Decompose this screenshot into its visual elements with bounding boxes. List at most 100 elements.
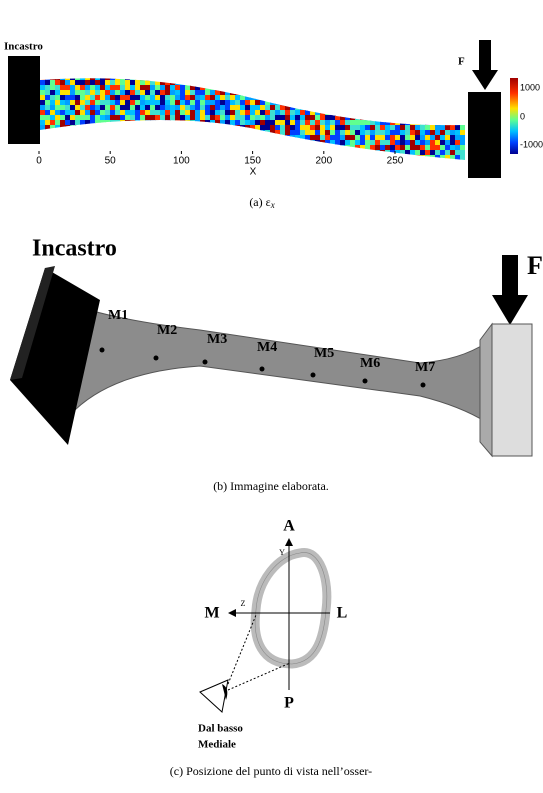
- strain-cell: [450, 150, 456, 156]
- strain-cell: [415, 90, 421, 96]
- strain-cell: [380, 70, 386, 76]
- strain-cell: [140, 105, 146, 111]
- strain-cell: [115, 115, 121, 121]
- strain-cell: [430, 105, 436, 111]
- strain-cell: [90, 85, 96, 91]
- strain-cell: [235, 120, 241, 126]
- strain-cell: [150, 155, 156, 160]
- strain-cell: [445, 105, 451, 111]
- strain-cell: [290, 78, 296, 81]
- strain-cell: [160, 95, 166, 101]
- strain-cell: [395, 115, 401, 121]
- strain-cell: [240, 90, 246, 96]
- strain-cell: [425, 150, 431, 156]
- strain-cell: [200, 80, 206, 86]
- strain-cell: [405, 150, 411, 156]
- strain-cell: [165, 70, 171, 76]
- strain-cell: [50, 145, 56, 151]
- strain-cell: [290, 105, 296, 111]
- strain-cell: [275, 80, 281, 86]
- strain-cell: [300, 80, 306, 86]
- strain-cell: [45, 135, 51, 141]
- strain-cell: [150, 145, 156, 151]
- strain-cell: [65, 150, 71, 156]
- strain-cell: [285, 150, 291, 156]
- strain-cell: [305, 105, 311, 111]
- strain-cell: [110, 105, 116, 111]
- strain-cell: [255, 90, 261, 96]
- strain-cell: [90, 100, 96, 106]
- strain-cell: [165, 150, 171, 156]
- strain-cell: [80, 100, 86, 106]
- load-block: [468, 92, 501, 178]
- strain-cell: [90, 105, 96, 111]
- strain-cell: [460, 100, 465, 106]
- strain-cell: [400, 130, 406, 136]
- strain-cell: [285, 130, 291, 136]
- strain-cell: [365, 115, 371, 121]
- strain-cell: [350, 155, 356, 160]
- strain-cell: [385, 95, 391, 101]
- strain-cell: [440, 70, 446, 76]
- strain-cell: [215, 115, 221, 121]
- strain-cell: [125, 90, 131, 96]
- strain-cell: [285, 160, 291, 166]
- load-block-side: [479, 322, 493, 458]
- strain-cell: [250, 85, 256, 91]
- strain-cell: [255, 120, 261, 126]
- strain-cell: [145, 160, 151, 166]
- strain-cell: [195, 105, 201, 111]
- strain-cell: [75, 135, 81, 141]
- strain-cell: [40, 90, 46, 96]
- strain-cell: [215, 105, 221, 111]
- strain-cell: [65, 155, 71, 160]
- strain-cell: [300, 70, 306, 76]
- strain-cell: [315, 135, 321, 141]
- strain-cell: [50, 100, 56, 106]
- strain-cell: [190, 100, 196, 106]
- strain-cell: [175, 100, 181, 106]
- strain-cell: [175, 70, 181, 76]
- strain-cell: [340, 155, 346, 160]
- strain-cell: [410, 150, 416, 156]
- strain-cell: [380, 110, 386, 116]
- strain-cell: [285, 100, 291, 106]
- strain-cell: [315, 85, 321, 91]
- strain-cell: [380, 160, 386, 166]
- strain-cell: [70, 78, 76, 81]
- strain-cell: [420, 105, 426, 111]
- strain-cell: [70, 145, 76, 151]
- strain-cell: [240, 95, 246, 101]
- strain-cell: [145, 125, 151, 131]
- strain-cell: [175, 105, 181, 111]
- strain-cell: [355, 150, 361, 156]
- strain-cell: [110, 80, 116, 86]
- strain-cell: [240, 145, 246, 151]
- strain-cell: [460, 155, 465, 160]
- strain-cell: [430, 70, 436, 76]
- strain-cell: [460, 78, 465, 81]
- strain-cell: [320, 115, 326, 121]
- strain-cell: [40, 130, 46, 136]
- strain-cell: [455, 110, 461, 116]
- strain-cell: [155, 110, 161, 116]
- strain-cell: [445, 150, 451, 156]
- strain-cell: [195, 95, 201, 101]
- strain-cell: [135, 140, 141, 146]
- strain-cell: [215, 70, 221, 76]
- strain-cell: [45, 110, 51, 116]
- strain-cell: [70, 95, 76, 101]
- strain-cell: [190, 80, 196, 86]
- strain-cell: [440, 125, 446, 131]
- strain-cell: [100, 110, 106, 116]
- strain-cell: [360, 95, 366, 101]
- strain-cell: [345, 125, 351, 131]
- strain-cell: [455, 150, 461, 156]
- strain-cell: [380, 100, 386, 106]
- strain-cell: [115, 160, 121, 166]
- strain-cell: [335, 150, 341, 156]
- strain-cell: [220, 100, 226, 106]
- strain-cell: [340, 145, 346, 151]
- strain-cell: [300, 110, 306, 116]
- strain-cell: [65, 78, 71, 81]
